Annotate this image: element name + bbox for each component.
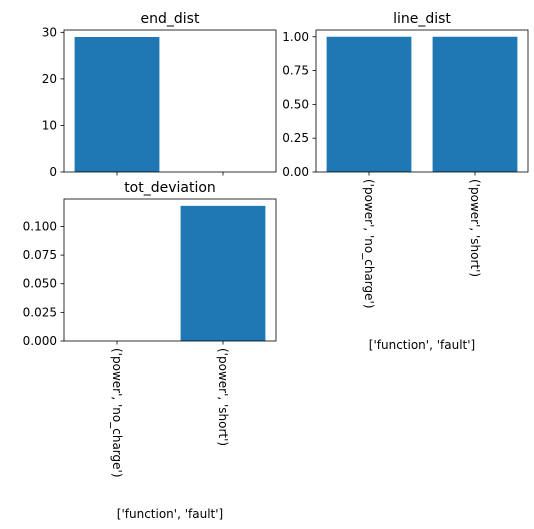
y-tick-label: 0.75	[282, 64, 309, 78]
x-tick-label: ('power', 'short')	[468, 179, 482, 277]
bar-1	[432, 36, 518, 173]
y-tick-label: 0	[49, 165, 57, 179]
axes-frame	[63, 198, 277, 342]
axes-frame	[315, 29, 529, 173]
x-axis-label: ['function', 'fault']	[117, 507, 223, 521]
y-tick-label: 0.075	[23, 248, 57, 262]
x-tick-label: ('power', 'short')	[216, 348, 230, 446]
x-axis-label: ['function', 'fault']	[369, 338, 475, 352]
y-tick-label: 0.25	[282, 131, 309, 145]
axes-frame	[63, 29, 277, 173]
y-tick-label: 1.00	[282, 30, 309, 44]
y-tick-label: 0.050	[23, 277, 57, 291]
panel-end-dist: end_dist 0 10 20 30	[42, 11, 277, 179]
bar-0	[326, 36, 412, 173]
y-tick-label: 10	[42, 118, 57, 132]
bar-0	[74, 36, 160, 172]
x-tick-label: ('power', 'no_charge')	[362, 179, 376, 309]
chart-title: line_dist	[393, 11, 451, 27]
bar-1	[180, 205, 266, 341]
chart-title: tot_deviation	[124, 180, 216, 196]
chart-title: end_dist	[141, 11, 200, 27]
panel-line-dist: line_dist 0.00 0.25 0.50 0.75 1.00 ('power', '…	[282, 11, 529, 352]
x-tick-label: ('power', 'no_charge')	[110, 348, 124, 478]
y-tick-label: 0.100	[23, 219, 57, 233]
y-tick-label: 0.00	[282, 165, 309, 179]
y-tick-label: 30	[42, 25, 57, 39]
y-tick-label: 0.50	[282, 97, 309, 111]
y-tick-label: 20	[42, 72, 57, 86]
panel-tot-deviation: tot_deviation 0.000 0.025 0.050 0.075 0.100 ('…	[23, 180, 277, 521]
y-tick-label: 0.025	[23, 305, 57, 319]
y-tick-label: 0.000	[23, 334, 57, 348]
